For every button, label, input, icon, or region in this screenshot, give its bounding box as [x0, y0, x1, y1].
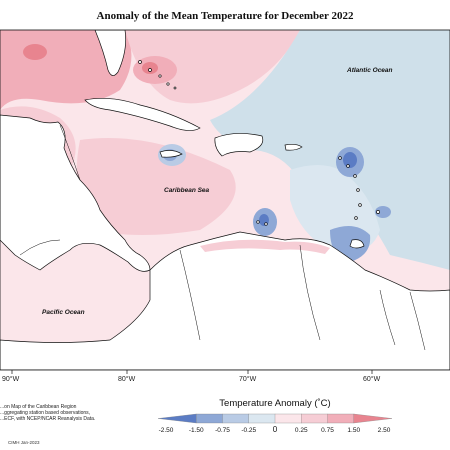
- land-island: [158, 74, 162, 78]
- land-island: [354, 216, 358, 220]
- land-island: [173, 86, 177, 90]
- map-notes: ...on Map of the Caribbean Region ...ggr…: [0, 404, 95, 423]
- label-atlantic-ocean: Atlantic Ocean: [346, 67, 393, 74]
- label-pacific-ocean: Pacific Ocean: [42, 309, 85, 316]
- land-island: [346, 164, 350, 168]
- field-cool-barbados: [375, 206, 391, 218]
- land-puerto-rico: [284, 143, 303, 151]
- tick-label-80w: 80°W: [118, 375, 136, 383]
- land-island: [256, 220, 260, 224]
- land-island: [356, 188, 360, 192]
- colorbar-label: -0.75: [215, 427, 230, 434]
- colorbar-swatch: [157, 413, 197, 424]
- colorbar-title: Temperature Anomaly (˚C): [219, 398, 331, 409]
- colorbar-label: 1.50: [347, 427, 360, 434]
- land-island: [138, 60, 142, 64]
- land-island: [353, 174, 357, 178]
- colorbar-label: 0.25: [295, 427, 308, 434]
- note-line: ...on Map of the Caribbean Region: [0, 404, 77, 410]
- land-cuba: [84, 98, 201, 131]
- field-warm-central: [76, 138, 236, 235]
- colorbar-swatch: [248, 413, 276, 424]
- colorbar-swatch: [196, 413, 223, 424]
- note-line: ...ECF, with NCEP/NCAR Reanalysis Data.: [0, 416, 96, 423]
- field-hot-bahamas-core: [142, 62, 158, 74]
- land-island: [264, 222, 268, 226]
- tick-label-70w: 70°W: [239, 375, 257, 383]
- tick-label-90w: 90°W: [2, 375, 20, 383]
- colorbar-label: 0: [273, 425, 278, 434]
- land-jamaica: [159, 150, 183, 158]
- colorbar-swatch: [353, 413, 393, 424]
- borders: [19, 124, 426, 351]
- land-island: [148, 68, 152, 72]
- land: [0, 30, 450, 370]
- map-title: Anomaly of the Mean Temperature for Dece…: [96, 10, 354, 22]
- field-cool-leewards-core: [343, 152, 357, 168]
- field-hot-gulf: [23, 44, 47, 60]
- colorbar-swatch: [222, 413, 250, 424]
- colorbar-label: -1.50: [189, 427, 204, 434]
- colorbar-label: 2.50: [378, 427, 391, 434]
- colorbar-label: 0.75: [321, 427, 334, 434]
- land-central-america: [0, 114, 151, 272]
- label-caribbean-sea: Caribbean Sea: [164, 187, 210, 194]
- land-island: [358, 203, 362, 207]
- map-frame: [0, 29, 450, 371]
- note-line: ...ggregating station based observations…: [0, 410, 91, 417]
- colorbar-label: -2.50: [159, 427, 174, 434]
- field-warm-venezuela-coast: [200, 239, 330, 254]
- land-island: [166, 82, 170, 86]
- colorbar: -2.50 -1.50 -0.75 -0.25 0 0.25 0.75 1.50 2.50: [157, 413, 393, 434]
- land-island: [338, 156, 342, 160]
- colorbar-swatch: [327, 413, 355, 424]
- colorbar-label: -0.25: [241, 427, 256, 434]
- land-florida: [94, 30, 127, 76]
- colorbar-swatch: [274, 413, 302, 424]
- tick-marks: [11, 370, 373, 374]
- land-trinidad: [349, 239, 365, 249]
- colorbar-swatch: [301, 413, 328, 424]
- tick-label-60w: 60°W: [363, 375, 381, 383]
- credit: CIMH Jan-2023: [8, 440, 40, 445]
- land-island: [376, 210, 380, 214]
- land-hispaniola: [214, 133, 264, 157]
- land-south-america: [0, 231, 450, 370]
